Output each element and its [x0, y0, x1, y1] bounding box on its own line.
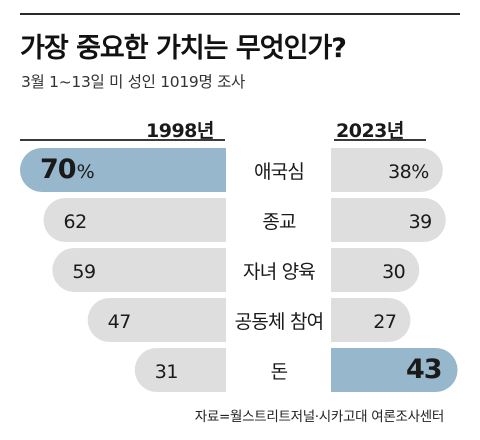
bar-2023-0	[331, 148, 443, 192]
bar-2023-1	[331, 198, 446, 242]
label-1998-2: 59	[72, 261, 95, 283]
bar-2023-2	[331, 248, 420, 292]
legend-2023: 2023년	[336, 120, 404, 142]
label-2023-4: 43	[406, 354, 442, 385]
label-1998-1: 62	[64, 211, 87, 233]
label-1998-4: 31	[155, 361, 178, 383]
chart-subtitle: 3월 1~13일 미 성인 1019명 조사	[21, 73, 245, 91]
source-note: 자료=월스트리트저널·시카고대 여론조사센터	[194, 409, 445, 425]
bar-2023-4	[331, 348, 458, 392]
category-label-4: 돈	[271, 361, 288, 383]
category-label-0: 애국심	[254, 161, 304, 183]
label-2023-2: 30	[382, 261, 405, 283]
category-label-1: 종교	[262, 211, 296, 233]
bar-1998-4	[134, 348, 226, 392]
label-1998-3: 47	[108, 311, 131, 333]
label-2023-1: 39	[409, 211, 432, 233]
chart-title: 가장 중요한 가치는 무엇인가?	[20, 33, 347, 64]
header-rule-right	[334, 139, 426, 141]
label-2023-3: 27	[373, 311, 396, 333]
category-label-3: 공동체 참여	[235, 311, 324, 333]
bar-1998-1	[43, 198, 227, 242]
top-rule	[20, 13, 460, 15]
bar-2023-3	[331, 298, 411, 342]
bar-1998-2	[52, 248, 227, 292]
legend-1998: 1998년	[146, 120, 214, 142]
header-rule-left	[20, 139, 225, 141]
bar-1998-3	[87, 298, 226, 342]
label-2023-0: 38%	[388, 161, 429, 183]
bar-1998-0	[20, 148, 226, 192]
category-label-2: 자녀 양육	[243, 261, 315, 283]
